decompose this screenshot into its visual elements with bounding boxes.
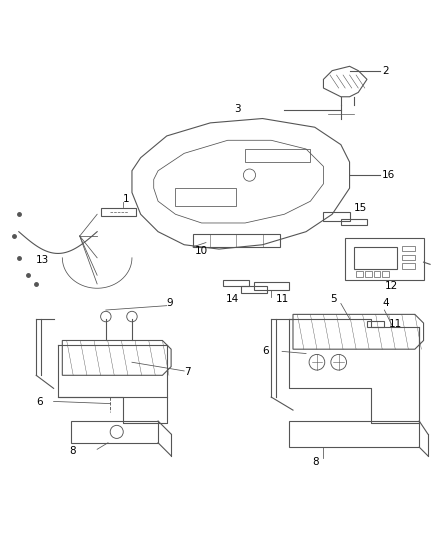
Text: 1: 1 (123, 194, 130, 204)
Text: 2: 2 (382, 66, 389, 76)
Text: 5: 5 (330, 294, 337, 304)
Text: 6: 6 (262, 346, 269, 356)
Text: 11: 11 (276, 294, 289, 304)
Text: 8: 8 (313, 457, 319, 467)
Text: 16: 16 (382, 170, 396, 180)
Text: 11: 11 (389, 319, 402, 329)
Text: 14: 14 (226, 294, 239, 304)
Text: 4: 4 (382, 298, 389, 309)
Text: 13: 13 (36, 255, 49, 265)
Text: 7: 7 (184, 367, 191, 377)
Text: 10: 10 (195, 246, 208, 256)
Text: 3: 3 (234, 103, 241, 114)
Text: 12: 12 (385, 281, 398, 291)
Text: 6: 6 (36, 397, 43, 407)
Text: 8: 8 (69, 447, 75, 456)
Text: 15: 15 (354, 203, 367, 213)
Text: 9: 9 (167, 298, 173, 309)
